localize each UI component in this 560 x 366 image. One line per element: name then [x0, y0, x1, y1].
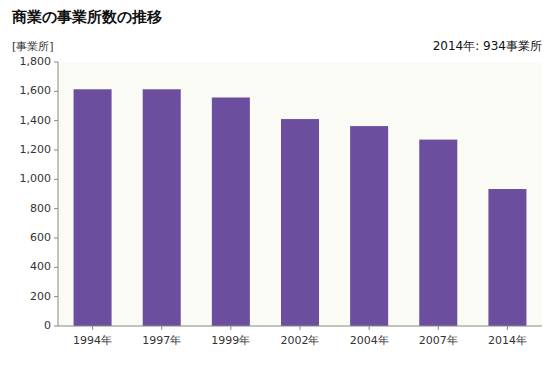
- y-tick: [54, 267, 58, 268]
- y-tick-label: 800: [30, 202, 51, 215]
- y-axis-line: [58, 62, 59, 326]
- bars: [74, 89, 527, 326]
- x-tick-label: 1997年: [142, 334, 181, 347]
- y-tick: [54, 296, 58, 297]
- bar: [419, 140, 457, 326]
- bar: [488, 189, 526, 326]
- x-tick: [92, 326, 93, 330]
- bar: [212, 97, 250, 326]
- y-tick: [54, 91, 58, 92]
- bar: [74, 89, 112, 326]
- x-tick: [507, 326, 508, 330]
- x-tick-label: 1999年: [211, 334, 250, 347]
- y-tick-label: 1,600: [20, 84, 52, 97]
- y-tick-label: 1,000: [20, 172, 52, 185]
- x-tick-label: 2007年: [419, 334, 458, 347]
- x-tick: [161, 326, 162, 330]
- chart: 0 200 400 600 800 1,000 1,200 1,400 1,600 1,800 19…: [0, 0, 560, 366]
- title: 商業の事業所数の推移: [11, 8, 162, 26]
- x-tick: [300, 326, 301, 330]
- y-tick-label: 1,400: [20, 114, 52, 127]
- y-tick-label: 400: [30, 260, 51, 273]
- y-tick: [54, 326, 58, 327]
- y-tick-label: 0: [44, 319, 51, 332]
- y-tick: [54, 208, 58, 209]
- x-tick: [369, 326, 370, 330]
- bar: [143, 89, 181, 326]
- y-tick: [54, 238, 58, 239]
- y-tick-label: 600: [30, 231, 51, 244]
- y-tick-label: 1,200: [20, 143, 52, 156]
- x-tick-label: 2004年: [350, 334, 389, 347]
- y-tick: [54, 179, 58, 180]
- x-tick: [230, 326, 231, 330]
- bar: [281, 119, 319, 326]
- y-tick-label: 200: [30, 290, 51, 303]
- y-tick: [54, 150, 58, 151]
- y-axis-label: [事業所]: [12, 40, 54, 53]
- y-tick: [54, 62, 58, 63]
- y-tick: [54, 120, 58, 121]
- x-tick: [438, 326, 439, 330]
- bar: [350, 126, 388, 326]
- chart-container: 0 200 400 600 800 1,000 1,200 1,400 1,600 1,800 19…: [0, 0, 560, 366]
- plot-area: [58, 62, 542, 326]
- x-tick-label: 2014年: [488, 334, 527, 347]
- y-tick-label: 1,800: [20, 55, 52, 68]
- x-tick-label: 2002年: [281, 334, 320, 347]
- annotation: 2014年: 934事業所: [433, 39, 542, 53]
- x-tick-label: 1994年: [73, 334, 112, 347]
